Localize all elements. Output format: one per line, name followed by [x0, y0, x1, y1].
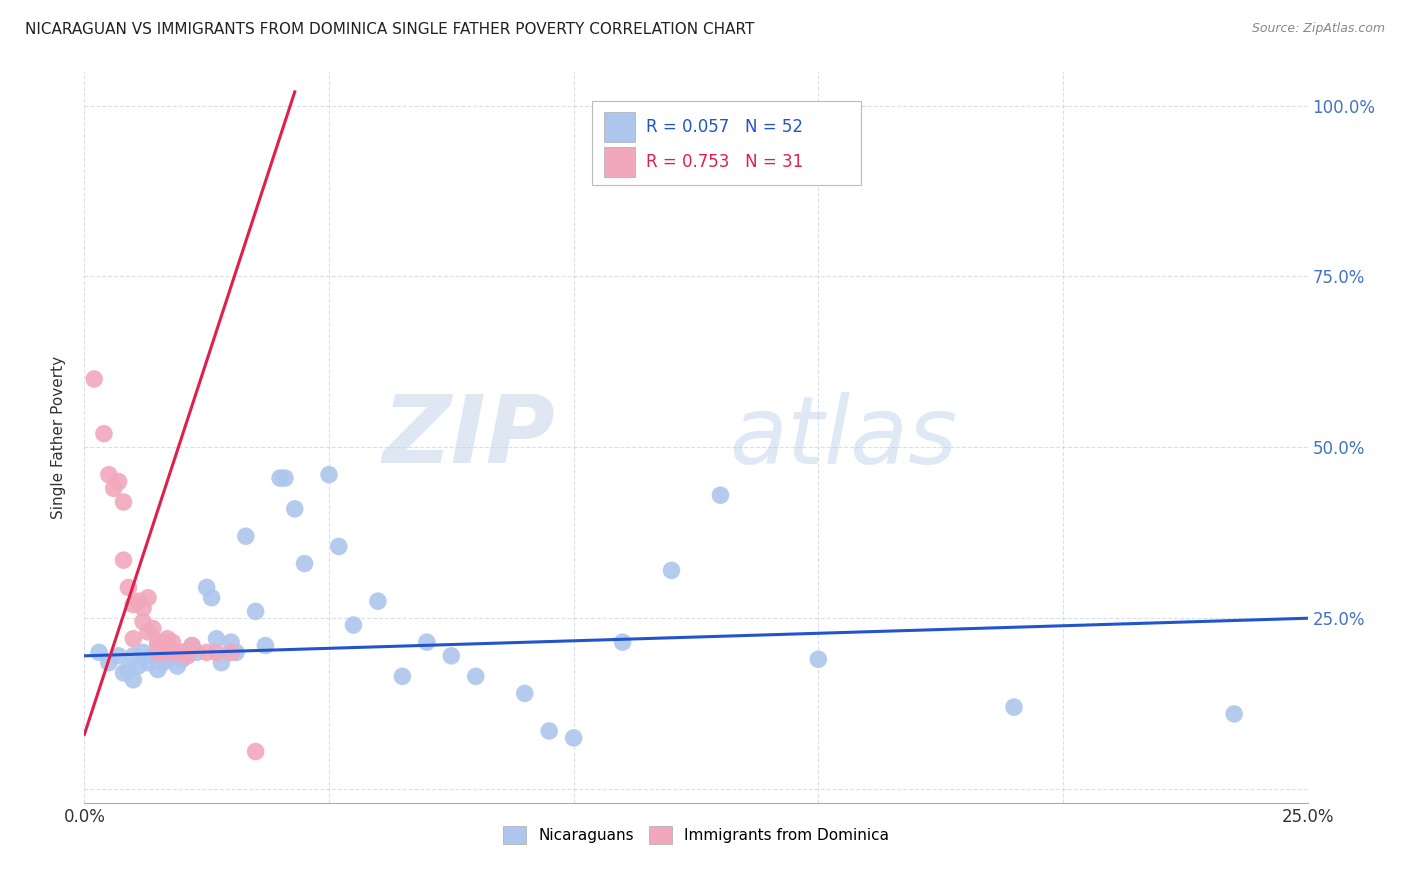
- Point: [328, 540, 350, 554]
- Point: [245, 745, 267, 759]
- Point: [117, 581, 139, 595]
- Point: [294, 557, 316, 571]
- Bar: [605, 146, 636, 178]
- Point: [132, 601, 155, 615]
- Point: [166, 659, 188, 673]
- Point: [93, 426, 115, 441]
- Point: [122, 598, 145, 612]
- Text: NICARAGUAN VS IMMIGRANTS FROM DOMINICA SINGLE FATHER POVERTY CORRELATION CHART: NICARAGUAN VS IMMIGRANTS FROM DOMINICA S…: [25, 22, 755, 37]
- Point: [112, 495, 135, 509]
- Point: [142, 648, 165, 663]
- Point: [661, 563, 683, 577]
- Point: [83, 372, 105, 386]
- Text: R = 0.057   N = 52: R = 0.057 N = 52: [645, 118, 803, 136]
- Point: [274, 471, 297, 485]
- Point: [107, 648, 129, 663]
- Point: [254, 639, 277, 653]
- Point: [122, 632, 145, 646]
- Point: [97, 656, 120, 670]
- Point: [1223, 706, 1246, 721]
- Point: [205, 632, 228, 646]
- Point: [709, 488, 731, 502]
- Point: [219, 645, 242, 659]
- Text: atlas: atlas: [728, 392, 957, 483]
- Point: [176, 648, 198, 663]
- Point: [807, 652, 830, 666]
- Point: [156, 632, 179, 646]
- Point: [87, 645, 110, 659]
- Point: [181, 639, 204, 653]
- Point: [146, 635, 169, 649]
- FancyBboxPatch shape: [592, 101, 860, 185]
- Point: [181, 639, 204, 653]
- Point: [156, 652, 179, 666]
- Point: [513, 686, 536, 700]
- Point: [152, 645, 174, 659]
- Point: [440, 648, 463, 663]
- Point: [464, 669, 486, 683]
- Point: [562, 731, 585, 745]
- Point: [152, 635, 174, 649]
- Point: [205, 645, 228, 659]
- Point: [416, 635, 439, 649]
- Point: [162, 645, 184, 659]
- Point: [117, 663, 139, 677]
- Point: [235, 529, 257, 543]
- Point: [318, 467, 340, 482]
- Text: R = 0.753   N = 31: R = 0.753 N = 31: [645, 153, 803, 171]
- Point: [200, 591, 222, 605]
- Point: [225, 645, 247, 659]
- Point: [146, 639, 169, 653]
- Point: [367, 594, 389, 608]
- Legend: Nicaraguans, Immigrants from Dominica: Nicaraguans, Immigrants from Dominica: [496, 820, 896, 850]
- Point: [152, 656, 174, 670]
- Point: [107, 475, 129, 489]
- Point: [209, 656, 232, 670]
- Point: [127, 659, 149, 673]
- Point: [132, 645, 155, 659]
- Point: [97, 467, 120, 482]
- Point: [103, 481, 125, 495]
- Point: [142, 622, 165, 636]
- Point: [166, 645, 188, 659]
- Point: [245, 604, 267, 618]
- Point: [112, 665, 135, 680]
- Point: [146, 645, 169, 659]
- Point: [284, 501, 307, 516]
- Point: [176, 648, 198, 663]
- Y-axis label: Single Father Poverty: Single Father Poverty: [51, 356, 66, 518]
- Point: [172, 645, 194, 659]
- Point: [391, 669, 413, 683]
- Point: [162, 635, 184, 649]
- Point: [136, 591, 159, 605]
- Point: [172, 645, 194, 659]
- Point: [538, 724, 561, 739]
- Point: [127, 594, 149, 608]
- Point: [269, 471, 291, 485]
- Point: [342, 618, 364, 632]
- Bar: [605, 112, 636, 143]
- Point: [162, 648, 184, 663]
- Text: Source: ZipAtlas.com: Source: ZipAtlas.com: [1251, 22, 1385, 36]
- Point: [122, 648, 145, 663]
- Point: [132, 615, 155, 629]
- Text: ZIP: ZIP: [382, 391, 555, 483]
- Point: [136, 656, 159, 670]
- Point: [112, 553, 135, 567]
- Point: [195, 581, 218, 595]
- Point: [195, 645, 218, 659]
- Point: [612, 635, 634, 649]
- Point: [136, 624, 159, 639]
- Point: [146, 663, 169, 677]
- Point: [219, 635, 242, 649]
- Point: [172, 652, 194, 666]
- Point: [1002, 700, 1025, 714]
- Point: [122, 673, 145, 687]
- Point: [186, 645, 208, 659]
